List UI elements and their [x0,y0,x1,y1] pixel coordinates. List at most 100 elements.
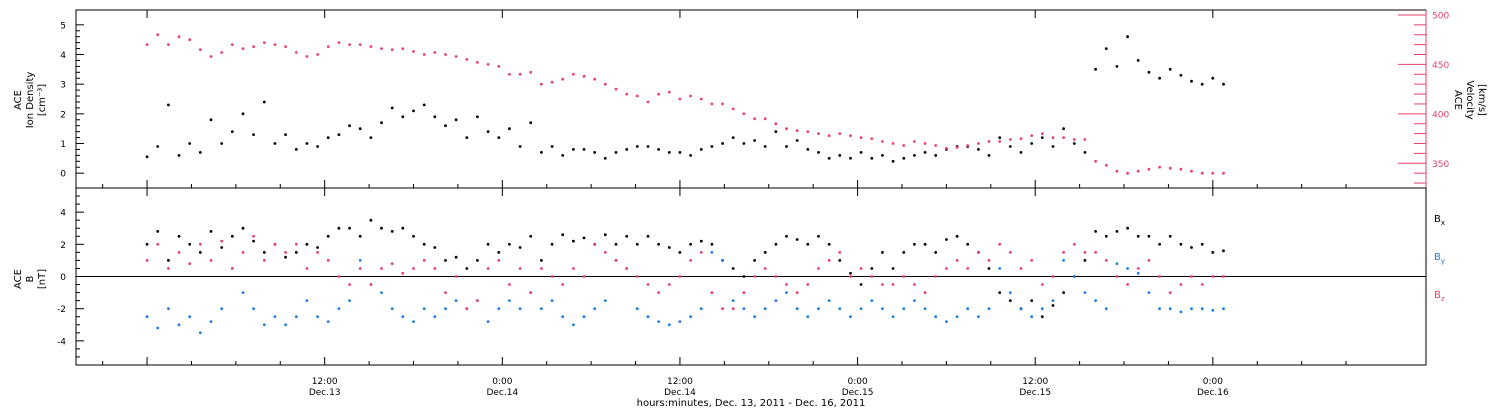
by-point [1083,291,1087,294]
bz-point [721,307,724,311]
bz-point [167,267,170,270]
bx-point [966,242,970,246]
by-point [763,307,767,311]
velocity-point [508,72,511,76]
by-point [1051,299,1055,302]
bx-point [849,271,852,275]
ion-density-point [1211,76,1215,80]
bx-point [710,242,714,246]
by-point [1030,315,1034,319]
bz-point [1019,267,1023,270]
bx-point [465,267,469,270]
ion-density-point [1179,73,1183,77]
velocity-point [188,38,192,42]
velocity-point [838,132,842,136]
velocity-point [422,53,426,56]
time-tick-date: Dec.14 [664,388,696,398]
ion-density-point [209,118,213,122]
velocity-point [785,127,788,131]
by-point [817,307,820,311]
bx-point [561,233,565,237]
legend-bx: Bx [1434,214,1445,227]
bz-point [550,275,554,278]
by-point [305,299,309,302]
bx-point [763,251,767,254]
bx-point [305,242,309,246]
velocity-point [625,92,629,96]
time-axis: 12:00Dec.130:00Dec.1412:00Dec.140:00Dec.… [102,10,1347,398]
bz-point [774,275,778,278]
bx-point [1136,234,1140,238]
ion-density-point [891,159,895,163]
velocity-point [358,43,362,46]
field-tick-label: 0 [60,273,66,283]
ion-density-point [1083,151,1087,154]
ion-density-point [977,148,980,151]
velocity-point [1040,132,1044,136]
velocity-point [1136,169,1140,173]
bx-point [689,242,692,246]
bz-point [241,251,245,254]
ion-density-point [731,136,735,140]
ion-density-point [678,151,682,154]
by-point [518,307,522,311]
ion-density-point [721,142,724,145]
ion-density-point [593,151,597,154]
ion-density-point [625,148,629,151]
bx-point [433,246,437,249]
bx-point [1040,315,1044,319]
by-point [806,315,810,319]
by-point [795,307,799,311]
velocity-point [550,80,554,84]
field-axis-label-line1: ACE [13,269,24,289]
bz-point [593,242,597,246]
ion-density-point [156,145,160,148]
bz-point [763,267,767,270]
bz-point [454,275,458,278]
ion-density-point [859,151,863,154]
velocity-point [859,136,863,140]
bx-point [731,267,735,270]
velocity-point [955,146,959,149]
velocity-point [305,55,309,58]
by-point [881,307,884,311]
plasma-panel: 0 1 2 3 4 5 350 400 450 500 ACE Ion Density [cm⁻… [13,9,1487,189]
field-tick-label: 2 [60,241,66,251]
bz-point [806,283,810,286]
time-tick-time: 12:00 [1022,377,1048,387]
ion-density-point [273,142,277,145]
ion-density-point [614,151,618,154]
bz-point [337,275,341,278]
velocity-point [294,51,298,54]
bz-point [934,275,938,278]
velocity-point [572,72,575,76]
ion-density-point [326,136,330,140]
bz-point [1072,242,1076,246]
velocity-point [849,134,852,138]
bz-point [369,283,373,286]
bx-point [454,255,458,259]
bx-point [1104,234,1108,238]
by-point [966,307,970,311]
by-point [689,315,692,319]
bz-point [838,251,842,254]
bx-point [806,242,810,246]
by-point [444,307,447,311]
legend-bz-sub: z [1441,295,1445,303]
bx-point [657,242,660,246]
bx-point [358,234,362,238]
by-point [667,323,671,327]
bz-point [1094,251,1097,254]
velocity-point [998,140,1002,143]
velocity-point [827,134,831,138]
field-axis-label-line3: [nT] [37,269,48,289]
bz-point [262,259,266,262]
velocity-point [369,45,373,48]
legend-bz-main: B [1434,290,1441,301]
velocity-axis-ticks: 350 400 450 500 [1398,10,1449,188]
ion-density-point [934,154,938,157]
by-point [827,299,831,302]
ion-density-point [1072,142,1076,145]
velocity-point [337,41,341,44]
velocity-point [870,137,874,141]
